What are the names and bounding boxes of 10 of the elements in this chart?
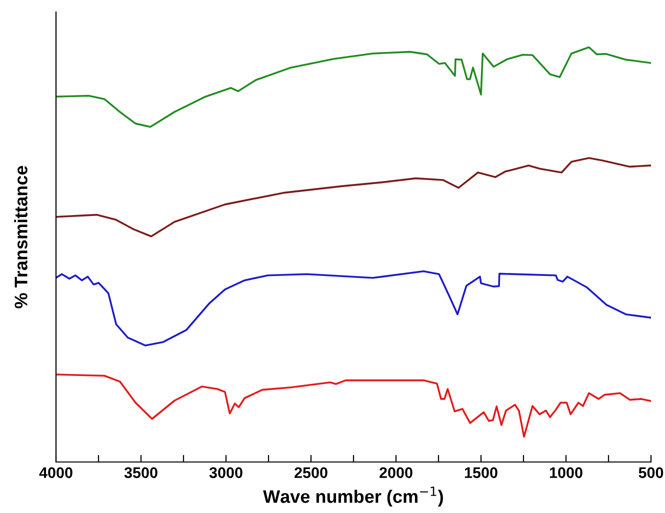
x-tick-label: 500 [638, 467, 664, 478]
x-tick-label: 1500 [464, 467, 498, 478]
x-tick-label: 3500 [124, 467, 158, 478]
x-tick-label: 2000 [380, 467, 412, 478]
x-tick-label: 1000 [550, 467, 582, 478]
y-axis-title: % Transmittance [14, 166, 28, 308]
x-axis-title: Wave number (cm$^{−1}$) [263, 486, 443, 507]
x-tick-label: 4000 [39, 467, 72, 478]
x-tick-label: 2500 [294, 467, 328, 478]
x-tick-label: 3000 [209, 467, 242, 478]
